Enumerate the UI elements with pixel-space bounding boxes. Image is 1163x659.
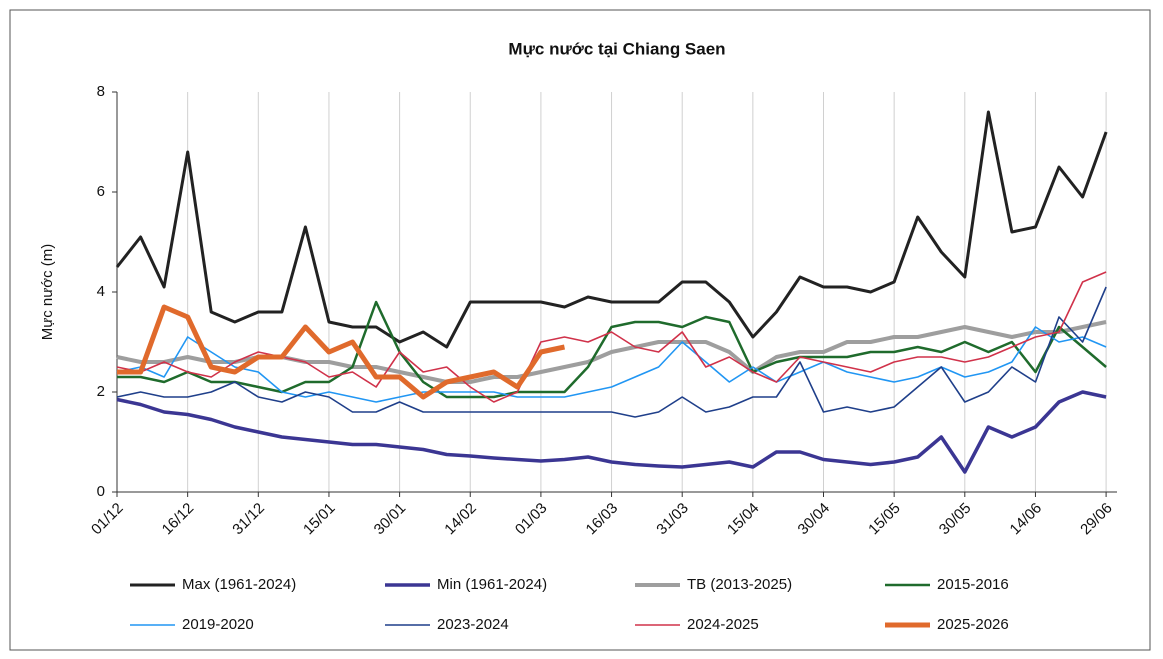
x-tick-label: 14/02 [441, 500, 480, 539]
chart-title: Mực nước tại Chiang Saen [508, 39, 725, 58]
legend-label: 2025-2026 [937, 616, 1009, 633]
legend-label: Min (1961-2024) [437, 576, 547, 593]
x-tick-label: 01/12 [88, 500, 127, 539]
x-tick-label: 30/05 [936, 500, 975, 539]
x-tick-label: 29/06 [1077, 500, 1116, 539]
x-tick-label: 30/04 [795, 500, 834, 539]
x-tick-label: 31/12 [229, 500, 268, 539]
x-tick-label: 15/05 [865, 500, 904, 539]
series-line [116, 286, 1107, 418]
y-tick-label: 8 [97, 83, 105, 100]
x-tick-label: 30/01 [371, 500, 410, 539]
legend-label: Max (1961-2024) [182, 576, 296, 593]
series-line [115, 110, 1108, 349]
y-tick-label: 6 [97, 183, 105, 200]
legend-label: 2024-2025 [687, 616, 759, 633]
x-tick-label: 14/06 [1007, 500, 1046, 539]
legend-label: TB (2013-2025) [687, 576, 792, 593]
x-tick-label: 15/04 [724, 500, 763, 539]
x-tick-label: 16/03 [583, 500, 622, 539]
series-line [117, 304, 566, 400]
legend-label: 2015-2016 [937, 576, 1009, 593]
legend-label: 2023-2024 [437, 616, 509, 633]
x-tick-label: 01/03 [512, 500, 551, 539]
y-tick-label: 2 [97, 383, 105, 400]
y-tick-label: 4 [97, 283, 105, 300]
x-tick-label: 15/01 [300, 500, 339, 539]
legend-label: 2019-2020 [182, 616, 254, 633]
x-tick-label: 31/03 [653, 500, 692, 539]
x-tick-label: 16/12 [159, 500, 198, 539]
y-axis-label: Mực nước (m) [39, 244, 56, 341]
y-tick-label: 0 [97, 483, 105, 500]
series-line [116, 390, 1107, 474]
frame [9, 9, 1151, 651]
